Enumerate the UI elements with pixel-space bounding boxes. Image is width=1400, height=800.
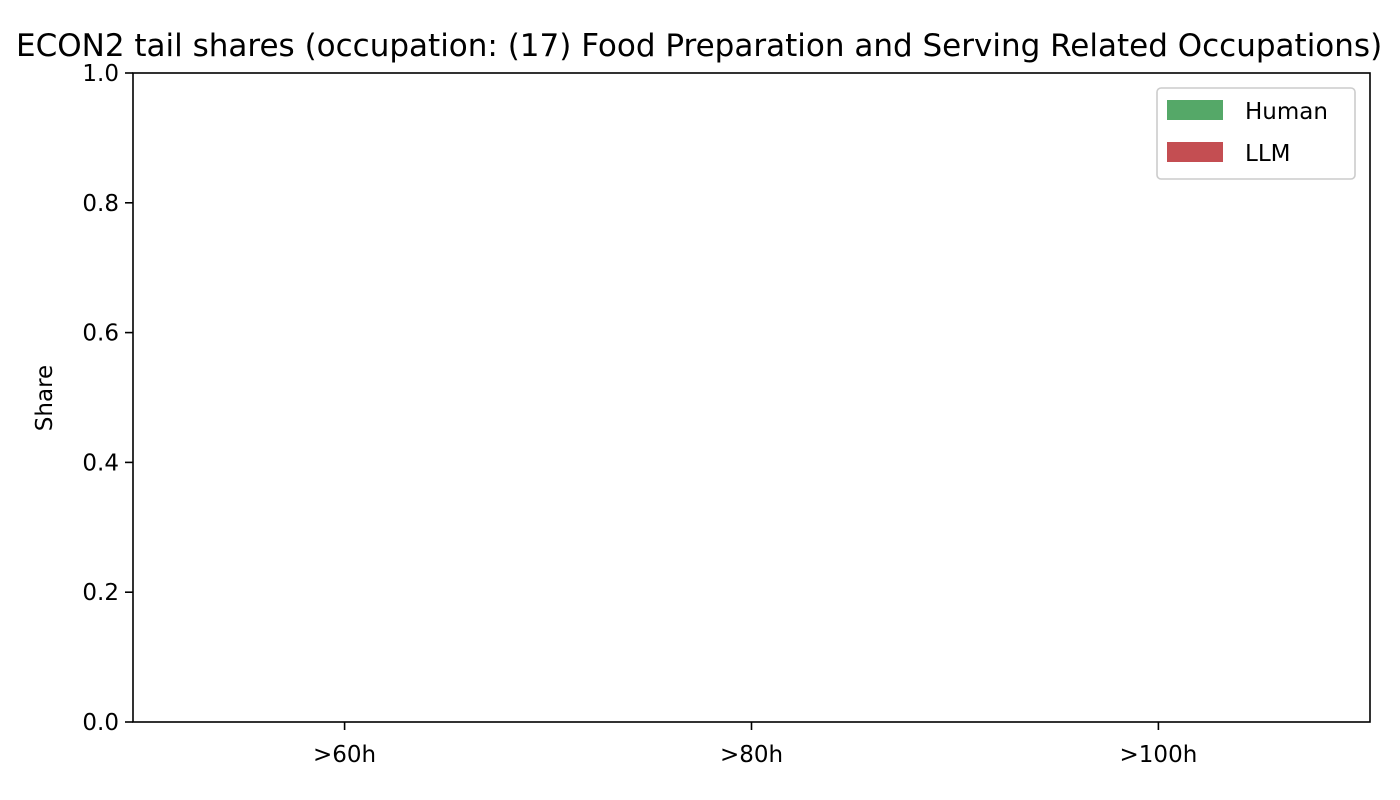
plot-area: 0.0 0.2 0.4 0.6 0.8 1.0 >60h >80h >100h Human LLM xyxy=(82,61,1371,768)
legend-label-human: Human xyxy=(1245,99,1328,125)
y-tick-label-2: 0.4 xyxy=(82,450,119,476)
legend-swatch-human xyxy=(1167,100,1223,120)
y-tick-label-3: 0.6 xyxy=(82,321,119,347)
y-axis-label: Share xyxy=(32,365,58,431)
y-tick-label-5: 1.0 xyxy=(82,61,119,87)
y-tick-label-4: 0.8 xyxy=(82,191,119,217)
x-tick-label-1: >80h xyxy=(720,742,783,768)
x-tick-label-0: >60h xyxy=(313,742,376,768)
chart-title: ECON2 tail shares (occupation: (17) Food… xyxy=(16,28,1382,64)
legend-label-llm: LLM xyxy=(1245,141,1290,167)
legend-swatch-llm xyxy=(1167,142,1223,162)
y-tick-label-0: 0.0 xyxy=(82,710,119,736)
y-tick-label-1: 0.2 xyxy=(82,580,119,606)
x-tick-label-2: >100h xyxy=(1120,742,1198,768)
